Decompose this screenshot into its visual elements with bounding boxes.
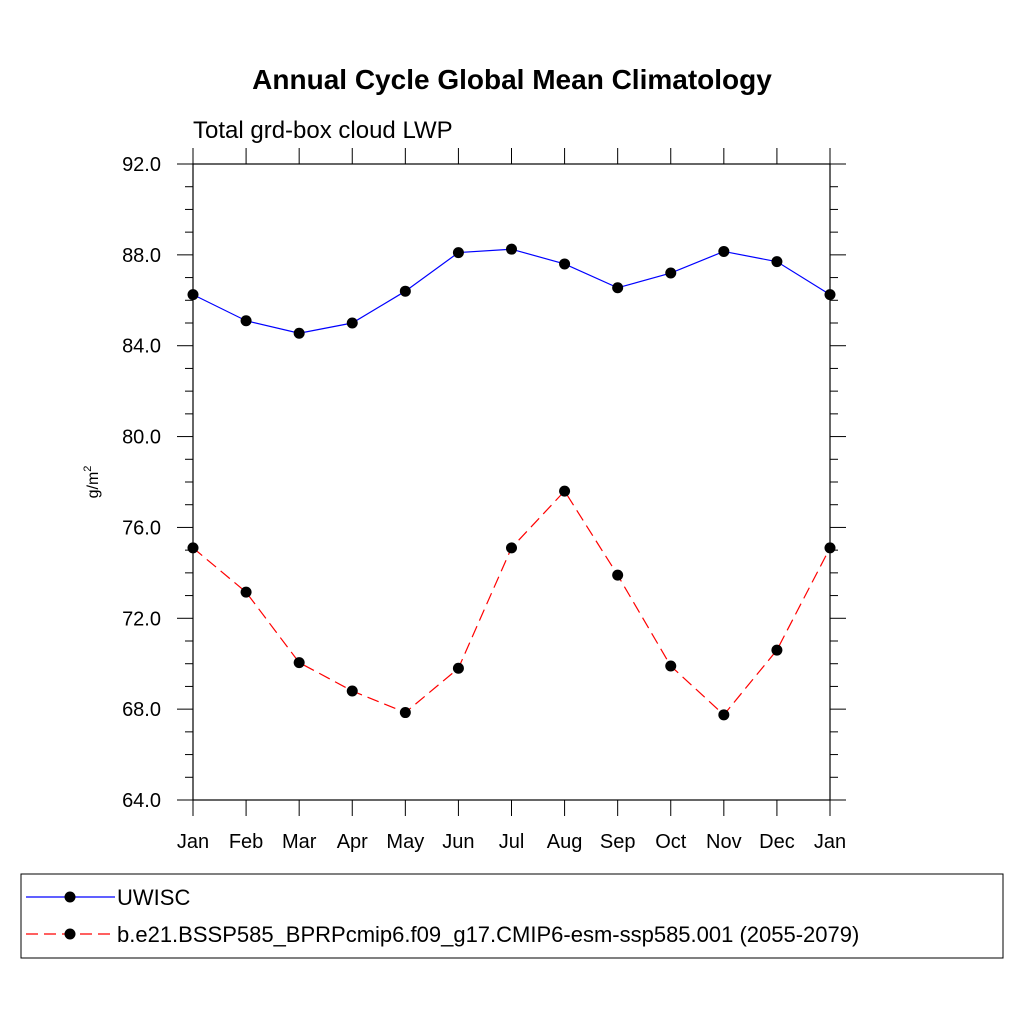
series-1-point (240, 315, 252, 327)
x-tick-label: Aug (547, 831, 583, 853)
chart-subtitle: Total grd-box cloud LWP (193, 117, 453, 144)
series-1-point (293, 327, 305, 339)
series-2-point (452, 662, 464, 674)
series-2-point (187, 542, 199, 554)
series-1-point (771, 256, 783, 268)
legend-box (20, 873, 1004, 959)
y-axis-title: g/m2 (82, 466, 102, 499)
series-1-point (399, 285, 411, 297)
x-tick-label: Mar (282, 831, 317, 853)
series-1-point (559, 258, 571, 270)
y-tick-label: 72.0 (122, 608, 161, 630)
x-tick-label: Apr (337, 831, 368, 853)
plot-border (192, 163, 831, 801)
legend: UWISC b.e21.BSSP585_BPRPcmip6.f09_g17.CMI… (20, 873, 1004, 959)
series-1-point (824, 289, 836, 301)
series-2-point (559, 485, 571, 497)
series-2-point (293, 657, 305, 669)
series-line-1 (192, 248, 831, 334)
y-tick-label: 64.0 (122, 790, 161, 812)
x-tick-label: Jan (177, 831, 209, 853)
series-line-2 (192, 490, 831, 716)
legend-marker-1 (64, 891, 76, 903)
series-layer (187, 243, 836, 721)
series-2-point (718, 709, 730, 721)
series-1-point (506, 243, 517, 255)
series-1-point (452, 247, 464, 259)
legend-label-1: UWISC (117, 885, 190, 910)
x-tick-label: Jul (499, 831, 525, 853)
series-2-point (665, 660, 677, 672)
series-1-point (718, 245, 730, 257)
y-tick-label: 76.0 (122, 517, 161, 539)
x-tick-label: Oct (655, 831, 687, 853)
series-2-point (824, 542, 836, 554)
x-tick-label: Nov (706, 831, 742, 853)
x-tick-label: May (386, 831, 424, 853)
chart-title: Annual Cycle Global Mean Climatology (252, 64, 772, 95)
y-tick-label: 68.0 (122, 699, 161, 721)
series-1-point (612, 282, 624, 294)
series-1-point (665, 267, 677, 279)
legend-label-2: b.e21.BSSP585_BPRPcmip6.f09_g17.CMIP6-es… (117, 922, 859, 947)
series-2-point (240, 586, 252, 598)
series-2-point (612, 569, 624, 581)
series-2-point (771, 644, 783, 656)
series-1-point (187, 289, 199, 301)
y-axis-label: g/m2 (82, 466, 102, 499)
y-tick-label: 88.0 (122, 245, 161, 267)
y-tick-label: 80.0 (122, 427, 161, 449)
series-2-point (506, 542, 517, 554)
x-tick-label: Jan (814, 831, 846, 853)
x-tick-label: Sep (600, 831, 636, 853)
series-1-point (346, 317, 358, 329)
y-axis: 64.0 68.0 72.0 76.0 80.0 84.0 88.0 92.0 (122, 154, 846, 812)
legend-marker-2 (64, 928, 76, 940)
y-tick-label: 84.0 (122, 336, 161, 358)
series-2-point (399, 707, 411, 719)
y-tick-label: 92.0 (122, 154, 161, 176)
x-axis: Jan Feb Mar Apr May Jun Jul Aug Sep Oct Nov Dec Jan (177, 148, 846, 853)
x-tick-label: Dec (759, 831, 795, 853)
x-tick-label: Jun (442, 831, 474, 853)
series-2-point (346, 685, 358, 697)
x-tick-label: Feb (229, 831, 263, 853)
plot-frame (192, 163, 831, 801)
